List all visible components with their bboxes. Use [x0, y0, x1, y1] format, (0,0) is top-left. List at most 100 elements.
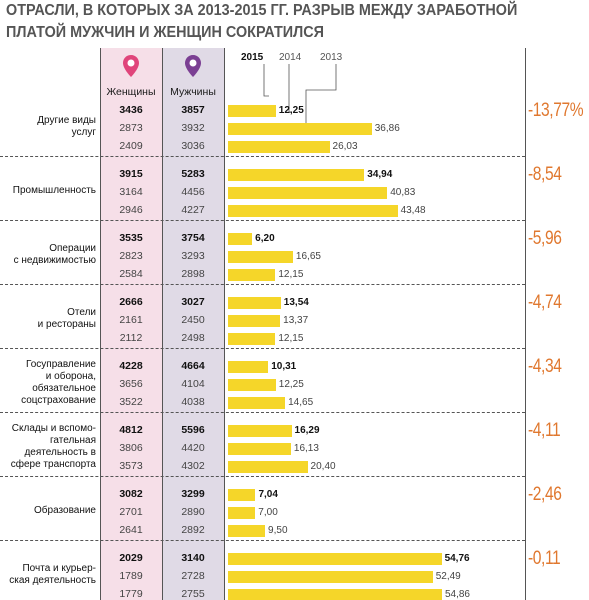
sector-label-line: деятельность в	[24, 447, 96, 458]
gap-bar-label: 7,00	[258, 507, 278, 518]
men-salary-value: 2892	[181, 524, 205, 536]
gap-bar-label: 26,03	[332, 141, 358, 152]
women-salary-value: 2029	[119, 552, 143, 564]
sector-label-line: и оборона,	[45, 371, 96, 382]
gap-change-value: -5,96	[528, 228, 562, 249]
gap-bar-2014	[228, 123, 372, 135]
sector-separator	[0, 220, 525, 221]
location-pin-female-icon	[123, 55, 139, 77]
men-salary-value: 2450	[181, 314, 205, 326]
gap-bar-label: 12,25	[278, 379, 304, 390]
women-salary-value: 2946	[119, 204, 143, 216]
women-salary-value: 3436	[119, 104, 143, 116]
women-salary-value: 2161	[119, 314, 143, 326]
gap-bar-label: 54,76	[444, 553, 470, 564]
sector-label-line: Почта и курьер-	[22, 563, 96, 574]
men-salary-value: 4302	[181, 460, 205, 472]
gap-bar-2015	[228, 169, 365, 181]
men-column-right-divider	[224, 48, 225, 600]
gap-bar-label: 16,13	[293, 443, 319, 454]
women-salary-value: 4228	[119, 360, 143, 372]
sector-separator	[0, 476, 525, 477]
men-salary-value: 3036	[181, 140, 205, 152]
men-salary-value: 4456	[181, 186, 205, 198]
gap-bar-label: 6,20	[255, 233, 275, 244]
gap-bar-2014	[228, 187, 388, 199]
men-salary-value: 2890	[181, 506, 205, 518]
women-salary-value: 2584	[119, 268, 143, 280]
sector-separator	[0, 540, 525, 541]
women-salary-value: 3806	[119, 442, 143, 454]
gap-bar-label: 13,54	[283, 297, 309, 308]
gap-bar-2013	[228, 141, 330, 153]
women-salary-value: 3164	[119, 186, 143, 198]
women-salary-value: 1789	[119, 570, 143, 582]
sector-label-line: ская деятельность	[9, 575, 96, 586]
women-salary-value: 2873	[119, 122, 143, 134]
gap-bar-2013	[228, 205, 398, 217]
gap-bar-2013	[228, 333, 276, 345]
sector-label-line: Склады и вспомо-	[11, 423, 96, 434]
gap-bar-label: 10,31	[271, 361, 297, 372]
leader-line-2013	[305, 64, 337, 128]
men-salary-value: 2898	[181, 268, 205, 280]
gap-bar-2015	[228, 425, 292, 437]
gap-bar-2015	[228, 233, 253, 245]
men-salary-value: 4420	[181, 442, 205, 454]
gap-bar-2013	[228, 269, 276, 281]
gap-bar-2014	[228, 443, 291, 455]
sector-separator	[0, 156, 525, 157]
gap-change-value: -13,77%	[528, 100, 584, 121]
men-salary-value: 2498	[181, 332, 205, 344]
women-salary-value: 2409	[119, 140, 143, 152]
women-salary-value: 3915	[119, 168, 143, 180]
gap-bar-label: 14,65	[288, 397, 314, 408]
legend-year-2015: 2015	[241, 52, 264, 63]
legend-year-2013: 2013	[320, 52, 343, 63]
gap-bar-2013	[228, 397, 286, 409]
gap-bar-2013	[228, 525, 266, 537]
men-salary-value: 3754	[181, 232, 205, 244]
men-salary-value: 2728	[181, 570, 205, 582]
sector-label-line: с недвижимостью	[13, 255, 96, 266]
men-salary-value: 2755	[181, 588, 205, 600]
gap-bar-label: 7,04	[258, 489, 278, 500]
gap-bar-2014	[228, 315, 281, 327]
women-salary-value: 2666	[119, 296, 143, 308]
chart-title-line-2: ПЛАТОЙ МУЖЧИН И ЖЕНЩИН СОКРАТИЛСЯ	[6, 24, 324, 41]
men-salary-value: 5596	[181, 424, 205, 436]
gap-bar-label: 54,86	[444, 589, 470, 600]
women-salary-value: 1779	[119, 588, 143, 600]
women-salary-value: 3082	[119, 488, 143, 500]
gap-bar-label: 52,49	[435, 571, 461, 582]
women-column-label: Женщины	[106, 86, 156, 98]
sector-label-line: гательная	[49, 435, 96, 446]
gap-bar-label: 16,29	[294, 425, 320, 436]
men-salary-value: 3932	[181, 122, 205, 134]
men-salary-value: 3299	[181, 488, 205, 500]
sector-separator	[0, 412, 525, 413]
chart-title: ОТРАСЛИ, В КОТОРЫХ ЗА 2013-2015 ГГ. РАЗР…	[6, 0, 528, 44]
women-men-divider	[162, 48, 163, 600]
gap-bar-2015	[228, 105, 276, 117]
gap-bar-2015	[228, 489, 256, 501]
gap-change-value: -4,34	[528, 356, 562, 377]
men-salary-value: 4227	[181, 204, 205, 216]
leader-line-2015	[263, 64, 269, 97]
sector-label-line: Промышленность	[12, 185, 96, 196]
women-salary-value: 2112	[119, 332, 143, 344]
gap-bar-2013	[228, 461, 308, 473]
change-column-divider	[525, 48, 526, 600]
women-salary-value: 3522	[119, 396, 143, 408]
sector-label-line: Операции	[49, 243, 96, 254]
men-salary-value: 4104	[181, 378, 205, 390]
gap-change-value: -4,11	[528, 420, 561, 441]
men-salary-value: 3140	[181, 552, 205, 564]
legend-year-2014: 2014	[279, 52, 302, 63]
men-column-background	[162, 48, 224, 600]
women-salary-value: 2701	[119, 506, 143, 518]
gap-bar-label: 16,65	[295, 251, 321, 262]
gap-bar-label: 40,83	[390, 187, 416, 198]
women-salary-value: 2641	[119, 524, 143, 536]
women-salary-value: 3535	[119, 232, 143, 244]
